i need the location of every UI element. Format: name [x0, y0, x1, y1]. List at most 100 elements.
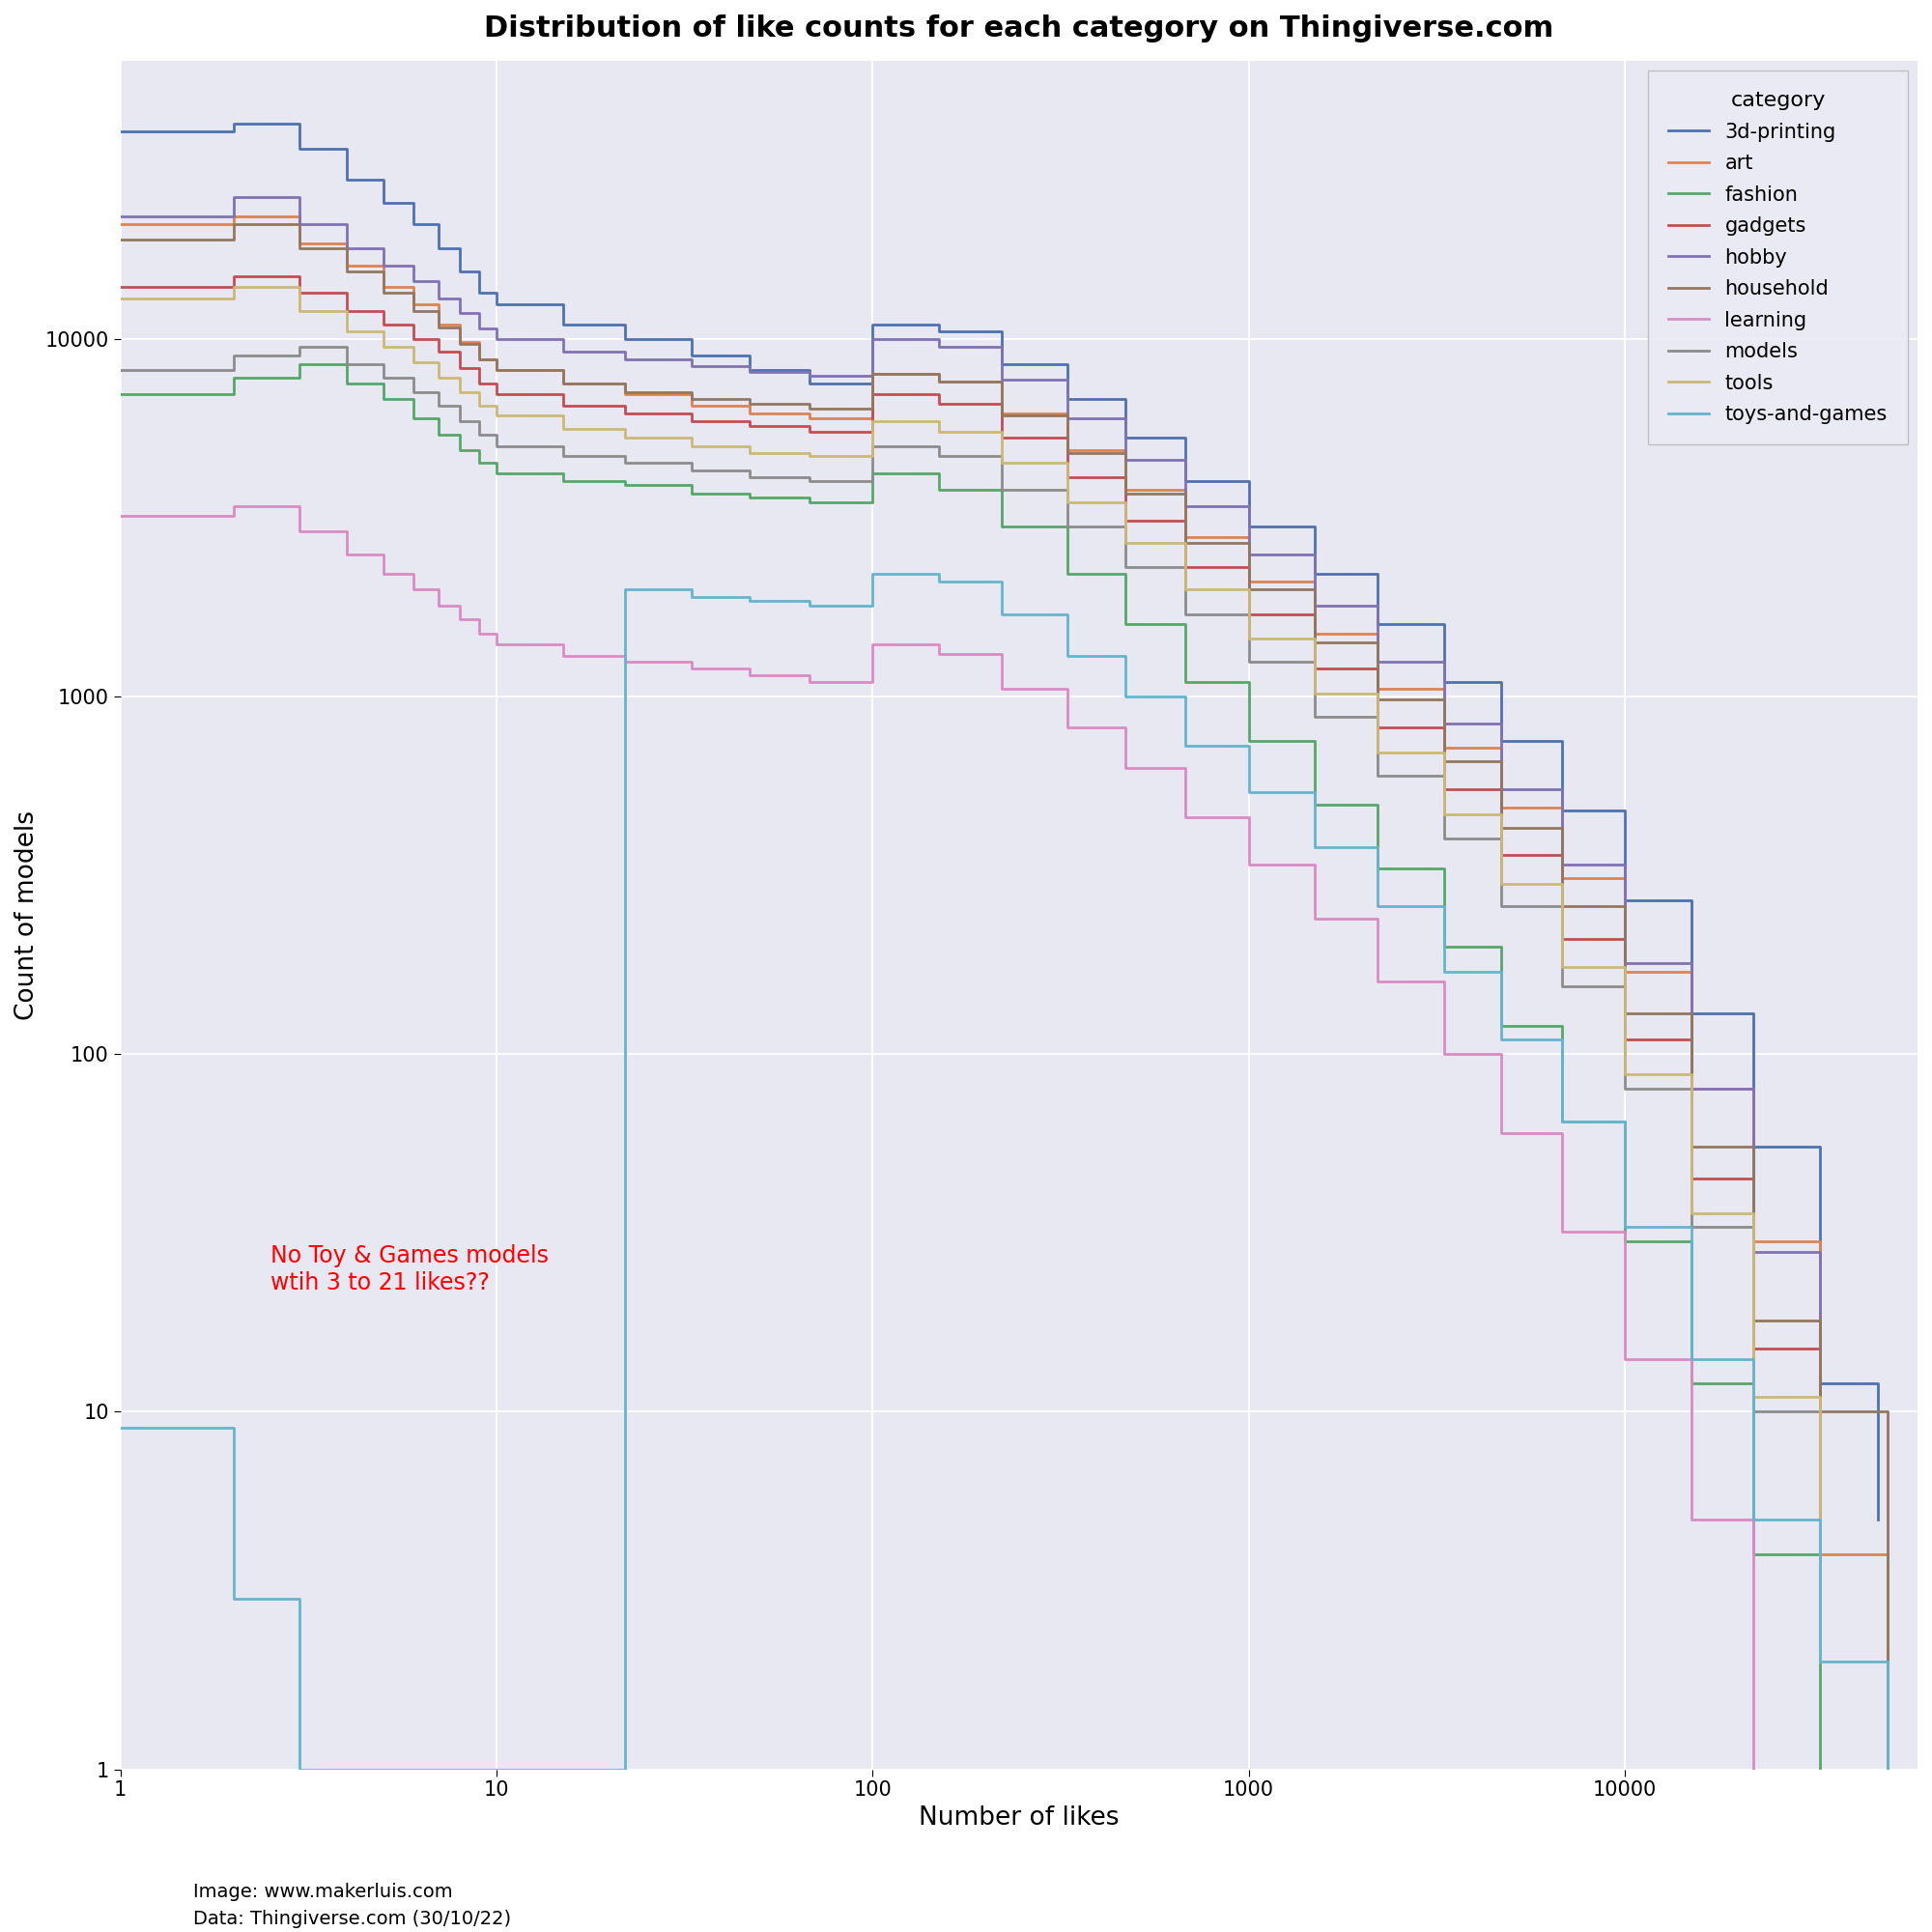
3d-printing [1866, 1507, 1889, 1530]
learning [402, 578, 425, 601]
fashion [738, 487, 761, 510]
learning [1432, 1043, 1455, 1066]
gadgets [798, 421, 821, 444]
tools [1808, 1650, 1832, 1673]
art [371, 274, 394, 298]
hobby [1057, 408, 1080, 431]
Line: hobby: hobby [120, 197, 1820, 1492]
toys-and-games [1679, 1349, 1702, 1372]
toys-and-games [1808, 1650, 1832, 1673]
tools [927, 421, 951, 444]
gadgets [1115, 510, 1138, 533]
art [485, 357, 508, 381]
household [798, 396, 821, 419]
household [371, 280, 394, 303]
gadgets [927, 392, 951, 415]
learning [336, 543, 359, 566]
tools [1366, 740, 1389, 763]
gadgets [222, 265, 245, 288]
learning [1490, 1122, 1513, 1146]
3d-printing [862, 313, 885, 336]
fashion [1613, 1229, 1636, 1252]
models [1743, 1401, 1766, 1424]
art [336, 255, 359, 278]
fashion [680, 481, 703, 504]
tools [1057, 491, 1080, 514]
gadgets [680, 410, 703, 433]
Line: art: art [120, 216, 1888, 1770]
models [336, 354, 359, 377]
household [1366, 688, 1389, 711]
3d-printing [468, 280, 491, 303]
fashion [1432, 935, 1455, 958]
toys-and-games [1432, 960, 1455, 983]
household [1432, 750, 1455, 773]
Line: tools: tools [120, 286, 1820, 1662]
tools [1743, 1385, 1766, 1408]
hobby [427, 286, 450, 309]
art [1057, 439, 1080, 462]
3d-printing [448, 259, 471, 282]
3d-printing [222, 112, 245, 135]
household [427, 315, 450, 338]
gadgets [108, 274, 131, 298]
models [1613, 1078, 1636, 1101]
household [1549, 895, 1573, 918]
household [1304, 630, 1327, 653]
models [1432, 827, 1455, 850]
art [427, 313, 450, 336]
fashion [1304, 792, 1327, 815]
fashion [468, 452, 491, 475]
hobby [222, 185, 245, 209]
Line: gadgets: gadgets [120, 276, 1820, 1600]
household [614, 381, 638, 404]
toys-and-games [862, 562, 885, 585]
tools [1432, 802, 1455, 825]
tools [1613, 1063, 1636, 1086]
hobby [485, 328, 508, 352]
hobby [288, 213, 311, 236]
art [1808, 1542, 1832, 1565]
models [485, 435, 508, 458]
Line: learning: learning [120, 506, 1754, 1770]
3d-printing [427, 236, 450, 259]
art [1743, 1229, 1766, 1252]
household [448, 332, 471, 355]
models [680, 458, 703, 481]
3d-printing [485, 294, 508, 317]
art [1549, 867, 1573, 891]
hobby [1236, 543, 1260, 566]
learning [427, 593, 450, 616]
tools [1236, 628, 1260, 651]
3d-printing [1236, 514, 1260, 537]
toys-and-games [222, 1588, 245, 1611]
tools [1304, 682, 1327, 705]
household [1490, 815, 1513, 838]
art [1304, 622, 1327, 645]
tools [1115, 531, 1138, 554]
tools [468, 394, 491, 417]
learning [1115, 757, 1138, 781]
art [1115, 477, 1138, 500]
models [927, 444, 951, 468]
models [371, 365, 394, 388]
fashion [798, 491, 821, 514]
gadgets [468, 373, 491, 396]
household [108, 228, 131, 251]
gadgets [1236, 603, 1260, 626]
learning [927, 641, 951, 665]
models [1175, 603, 1198, 626]
Line: models: models [120, 348, 1820, 1662]
household [1679, 1136, 1702, 1159]
fashion [1366, 858, 1389, 881]
art [798, 408, 821, 431]
learning [1304, 906, 1327, 929]
toys-and-games [1366, 895, 1389, 918]
hobby [108, 205, 131, 228]
art [1432, 736, 1455, 759]
household [551, 373, 574, 396]
hobby [336, 236, 359, 259]
models [1490, 895, 1513, 918]
tools [1679, 1202, 1702, 1225]
hobby [1743, 1240, 1766, 1264]
